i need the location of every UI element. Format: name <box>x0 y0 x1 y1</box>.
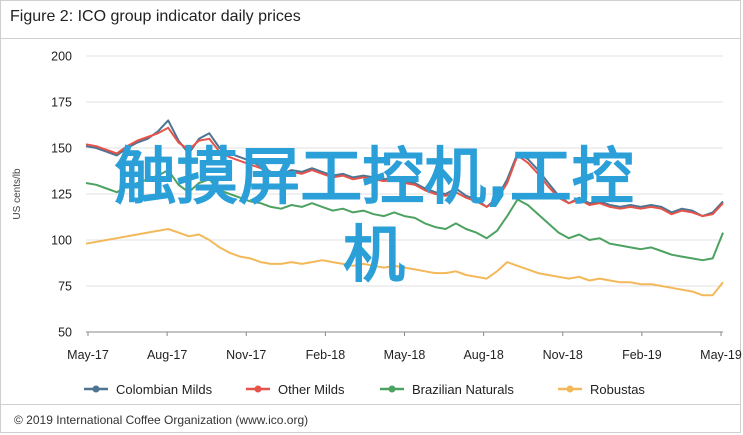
watermark-line-2: 机 <box>342 218 405 291</box>
series-line-colombian-milds <box>85 119 724 218</box>
footer-divider <box>0 404 741 405</box>
x-tick-label: May-19 <box>700 348 742 362</box>
title-divider <box>0 38 741 39</box>
y-axis-label: US cents/lb <box>12 168 23 220</box>
y-tick-label: 200 <box>51 50 72 64</box>
x-tick-label: May-17 <box>67 348 109 362</box>
chart-title: Figure 2: ICO group indicator daily pric… <box>10 8 301 25</box>
legend-label: Other Milds <box>278 382 345 397</box>
x-tick-label: Nov-17 <box>226 348 266 362</box>
x-tick-label: Nov-18 <box>543 348 583 362</box>
legend-marker <box>388 385 396 393</box>
legend-label: Colombian Milds <box>116 382 213 397</box>
copyright-footer: © 2019 International Coffee Organization… <box>14 413 309 427</box>
y-tick-label: 75 <box>58 280 72 294</box>
y-tick-label: 175 <box>51 96 72 110</box>
watermark-overlay-text: 触摸屏工控机,工控 机 <box>14 138 734 294</box>
legend-marker <box>254 385 262 393</box>
legend-marker <box>566 385 574 393</box>
x-tick-label: May-18 <box>384 348 426 362</box>
watermark-line-1: 触摸屏工控机,工控 <box>114 140 634 213</box>
series-line-brazilian-naturals <box>85 169 724 262</box>
y-tick-label: 125 <box>51 188 72 202</box>
legend-label: Robustas <box>590 382 645 397</box>
y-tick-label: 50 <box>58 326 72 340</box>
legend-label: Brazilian Naturals <box>412 382 514 397</box>
x-tick-label: Aug-17 <box>147 348 187 362</box>
series-line-robustas <box>85 228 724 297</box>
y-tick-label: 100 <box>51 234 72 248</box>
x-tick-label: Aug-18 <box>463 348 503 362</box>
x-tick-label: Feb-19 <box>622 348 662 362</box>
legend-marker <box>92 385 100 393</box>
y-tick-label: 150 <box>51 142 72 156</box>
series-line-other-milds <box>85 126 724 218</box>
x-tick-label: Feb-18 <box>306 348 346 362</box>
